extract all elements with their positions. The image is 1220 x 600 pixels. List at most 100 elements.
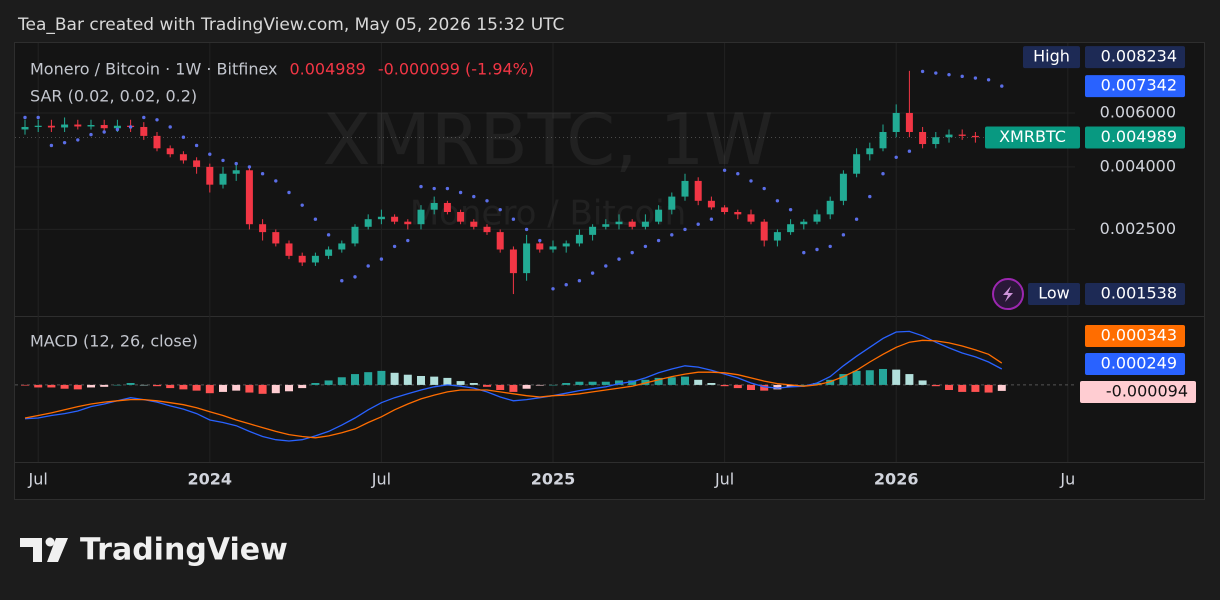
candle-body bbox=[219, 173, 227, 185]
sar-dot bbox=[868, 194, 872, 199]
candle-body bbox=[298, 255, 306, 263]
macd-line bbox=[24, 330, 1003, 442]
histogram-bar bbox=[324, 380, 333, 385]
candle-body bbox=[325, 249, 333, 256]
sar-dot bbox=[23, 115, 27, 120]
legend-price: 0.004989 bbox=[289, 60, 365, 79]
sar-dot bbox=[841, 233, 846, 237]
histogram-bar bbox=[47, 384, 56, 388]
histogram-bar bbox=[747, 384, 755, 391]
candle-body bbox=[707, 200, 715, 208]
candle-body bbox=[945, 134, 953, 138]
sar-dot bbox=[300, 203, 304, 207]
x-tick-label: Ju bbox=[1059, 470, 1075, 489]
sar-dot bbox=[142, 115, 146, 120]
high-label: High bbox=[1033, 47, 1070, 66]
histogram-bar bbox=[87, 384, 95, 388]
candle-body bbox=[971, 135, 979, 138]
histogram-bar bbox=[403, 374, 412, 385]
histogram-bar bbox=[654, 377, 663, 385]
hist-value: -0.000094 bbox=[1106, 382, 1188, 401]
histogram-bar bbox=[958, 384, 967, 392]
candle-body bbox=[905, 112, 913, 132]
candle-body bbox=[364, 219, 372, 227]
histogram-bar bbox=[984, 384, 993, 393]
histogram-bar bbox=[601, 381, 610, 385]
sar-dot bbox=[247, 165, 252, 169]
histogram-bar bbox=[443, 377, 452, 385]
brand: TradingView bbox=[80, 533, 288, 568]
candle-body bbox=[853, 154, 861, 174]
histogram-bar bbox=[34, 384, 43, 388]
sar-dot bbox=[973, 76, 978, 80]
sar-dot bbox=[155, 118, 159, 122]
sar-dot bbox=[260, 172, 265, 176]
sar-dot bbox=[986, 78, 991, 82]
candle-body bbox=[787, 224, 795, 233]
sar-dot bbox=[960, 74, 964, 79]
x-tick-label: 2025 bbox=[531, 470, 576, 489]
symbol-legend: Monero / Bitcoin · 1W · Bitfinex bbox=[30, 60, 277, 79]
candle-body bbox=[655, 209, 663, 222]
candle-body bbox=[589, 226, 597, 235]
low-label-box bbox=[1028, 283, 1080, 306]
sar-dot bbox=[406, 238, 410, 243]
hist-value-box bbox=[1080, 381, 1196, 403]
candle-body bbox=[747, 214, 755, 222]
sar-dot bbox=[168, 125, 172, 129]
sar-dot bbox=[538, 238, 542, 243]
candle-body bbox=[549, 246, 557, 250]
candle-body bbox=[615, 221, 623, 225]
sar-dot bbox=[696, 222, 700, 226]
histogram-bar bbox=[931, 384, 940, 387]
sar-dot bbox=[287, 190, 291, 195]
sar-dot bbox=[102, 130, 106, 134]
candle-body bbox=[245, 170, 253, 225]
histogram-bar bbox=[707, 382, 716, 385]
x-tick-label: Jul bbox=[371, 470, 391, 489]
candle-body bbox=[641, 221, 649, 227]
chart-panel bbox=[14, 42, 1205, 500]
histogram-bar bbox=[628, 380, 637, 385]
sar-dot bbox=[907, 149, 912, 153]
histogram-bar bbox=[364, 372, 373, 385]
candle-body bbox=[417, 209, 425, 225]
sar-dot bbox=[419, 184, 423, 189]
candle-body bbox=[87, 125, 95, 127]
histogram-bar bbox=[562, 382, 571, 385]
sar-dot bbox=[392, 244, 397, 249]
high-value-box bbox=[1085, 46, 1185, 69]
histogram-bar bbox=[760, 384, 769, 391]
histogram-bar bbox=[271, 384, 280, 394]
candle-body bbox=[879, 131, 887, 149]
sar-dot bbox=[736, 172, 740, 176]
sar-dot bbox=[920, 69, 925, 74]
sar-dot bbox=[577, 279, 582, 283]
candle-body bbox=[536, 243, 544, 250]
histogram-bar bbox=[219, 384, 227, 392]
sar-dot bbox=[749, 179, 753, 183]
candle-body bbox=[523, 243, 531, 274]
y-tick-label: 0.004000 bbox=[1100, 156, 1176, 175]
sar-dot bbox=[353, 275, 357, 279]
low-value: 0.001538 bbox=[1101, 284, 1177, 303]
histogram-bar bbox=[786, 384, 795, 387]
candle-body bbox=[457, 211, 465, 222]
candle-body bbox=[74, 124, 82, 127]
histogram-bar bbox=[535, 384, 544, 386]
sar-legend: SAR (0.02, 0.02, 0.2) bbox=[30, 87, 197, 106]
sar-dot bbox=[564, 283, 568, 287]
x-tick-label: 2024 bbox=[188, 470, 233, 489]
high-value: 0.008234 bbox=[1101, 47, 1177, 66]
macd-value-box bbox=[1085, 353, 1185, 375]
candle-body bbox=[391, 216, 399, 222]
axis-labels: Jul 2024 Jul 2025 Jul 2026 Ju 0.002500 0.004000 0… bbox=[28, 46, 1196, 489]
histogram-bar bbox=[390, 372, 399, 385]
histogram-bar bbox=[113, 384, 122, 386]
histogram-bar bbox=[813, 382, 821, 385]
macd-line bbox=[24, 339, 1003, 439]
histogram-bar bbox=[681, 376, 689, 385]
candle-body bbox=[430, 202, 438, 210]
candle-body bbox=[47, 125, 55, 128]
